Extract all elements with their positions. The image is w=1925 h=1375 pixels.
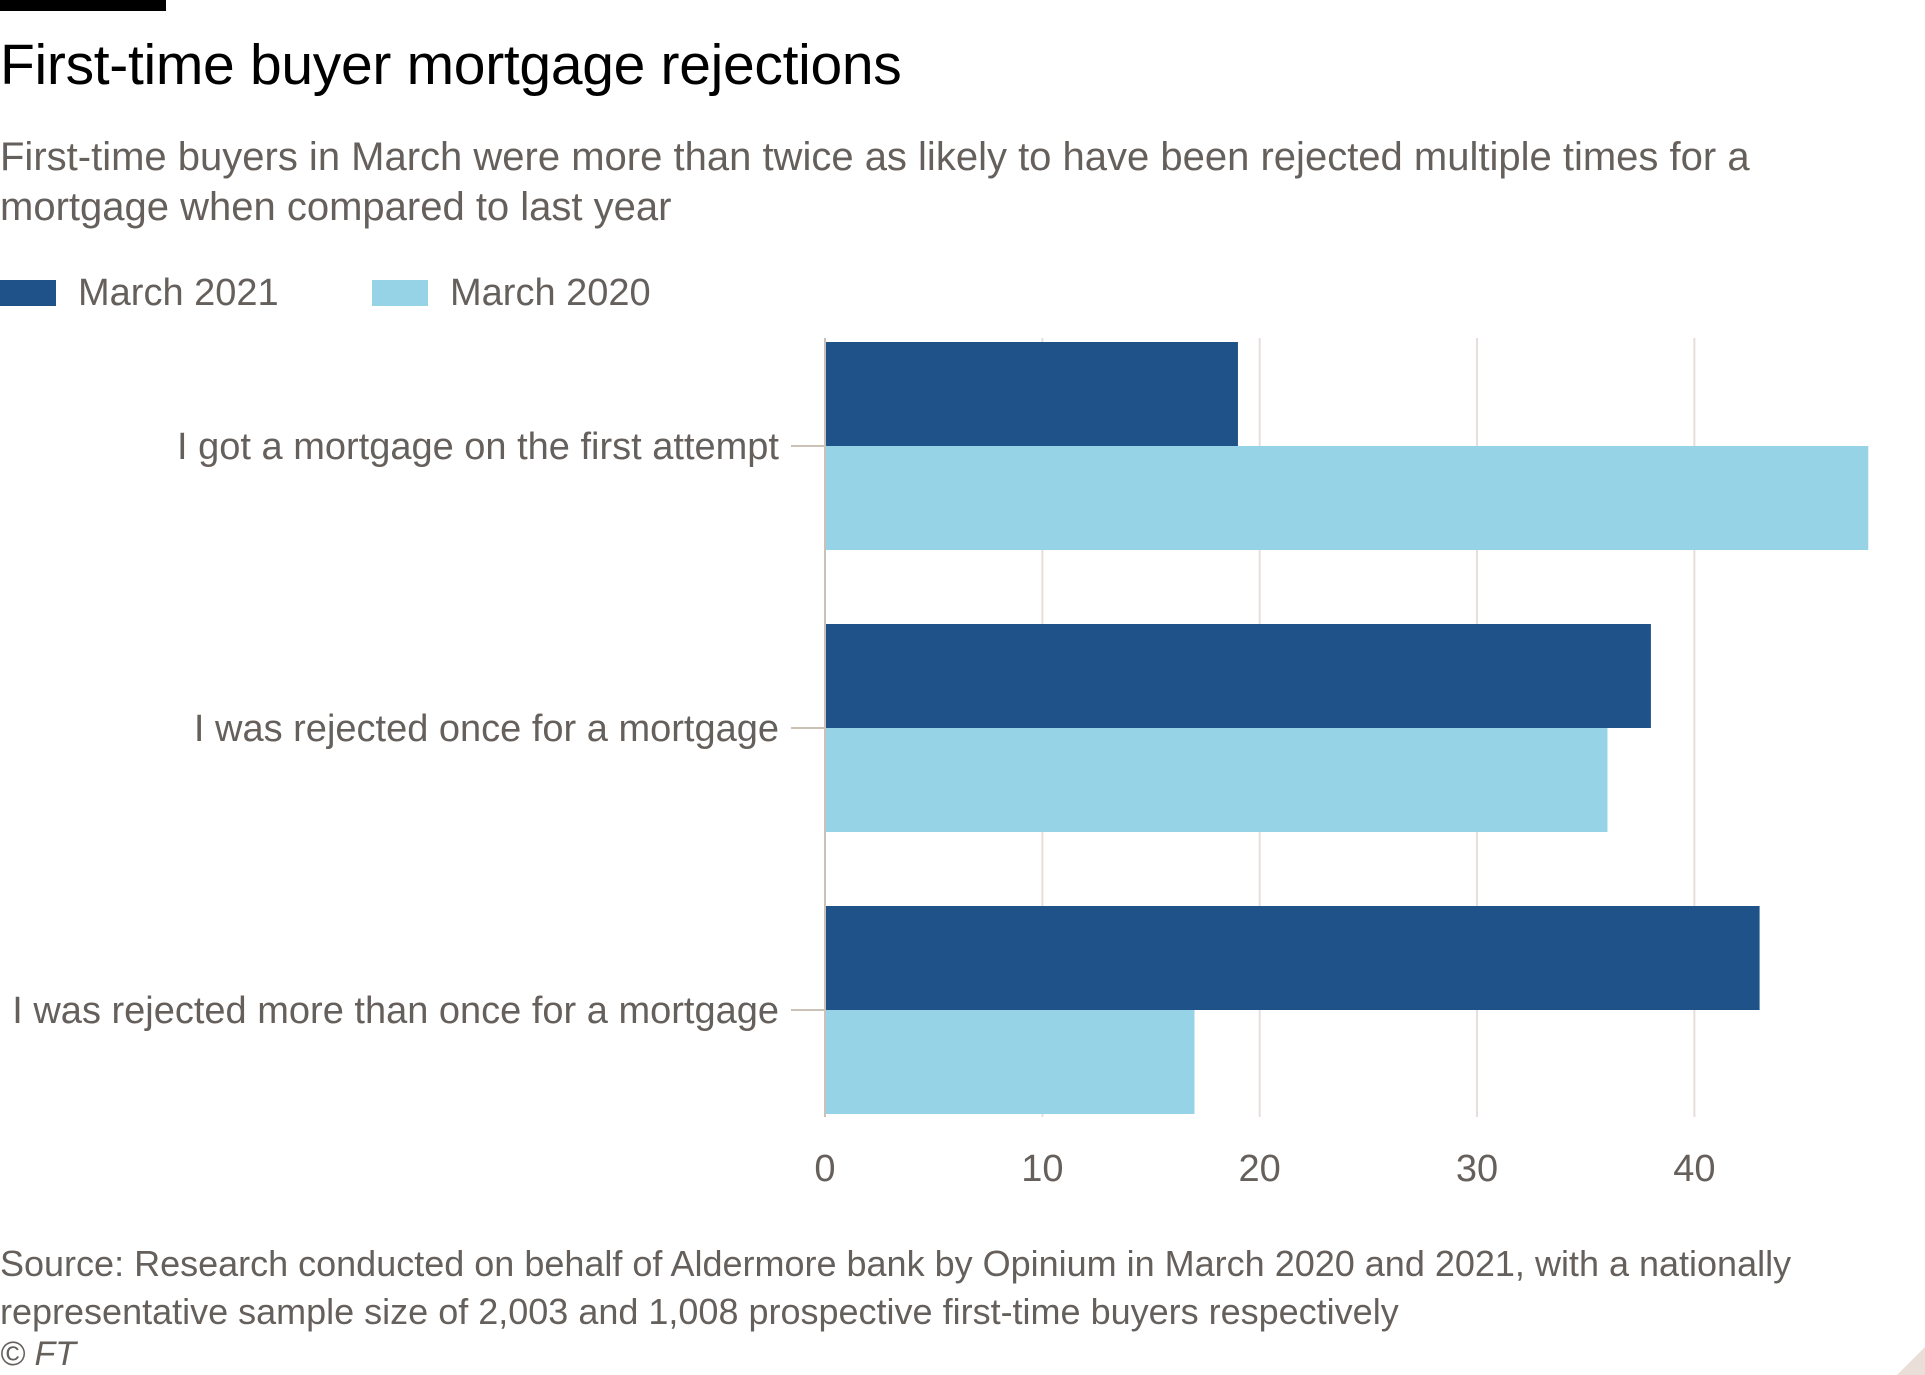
- bar-2-march-2020: [825, 728, 1608, 832]
- bar-1-march-2021: [825, 342, 1238, 446]
- ft-credit: © FT: [0, 1335, 77, 1373]
- x-tick-label-30: 30: [1456, 1148, 1498, 1190]
- source-note: Source: Research conducted on behalf of …: [0, 1243, 1792, 1332]
- category-label-1: I got a mortgage on the first attempt: [177, 426, 779, 468]
- legend-swatch-march-2021: [0, 280, 56, 306]
- category-label-3: I was rejected more than once for a mort…: [12, 990, 779, 1032]
- legend-item-march-2020: March 2020: [372, 268, 651, 318]
- bar-chart: 0 10 20 30 40 I got a mortgage on the first a…: [0, 330, 1925, 1214]
- legend-label-march-2020: March 2020: [450, 271, 651, 314]
- x-tick-label-20: 20: [1239, 1148, 1281, 1190]
- chart-title: First-time buyer mortgage rejections: [0, 33, 902, 97]
- x-tick-label-40: 40: [1673, 1148, 1715, 1190]
- bar-2-march-2021: [825, 624, 1651, 728]
- corner-mark: [1897, 1347, 1925, 1375]
- legend-label-march-2021: March 2021: [78, 271, 279, 314]
- category-label-2: I was rejected once for a mortgage: [194, 708, 779, 750]
- chart-subtitle: First-time buyers in March were more tha…: [0, 135, 1750, 229]
- bar-chart-svg: 0 10 20 30 40 I got a mortgage on the first a…: [12, 338, 1869, 1190]
- bar-1-march-2020: [825, 446, 1869, 550]
- bar-3-march-2021: [825, 906, 1760, 1010]
- x-tick-label-0: 0: [814, 1148, 835, 1190]
- x-tick-label-10: 10: [1021, 1148, 1063, 1190]
- bar-3-march-2020: [825, 1010, 1195, 1114]
- legend-item-march-2021: March 2021: [0, 268, 279, 318]
- legend-swatch-march-2020: [372, 280, 428, 306]
- brand-top-bar: [0, 0, 166, 11]
